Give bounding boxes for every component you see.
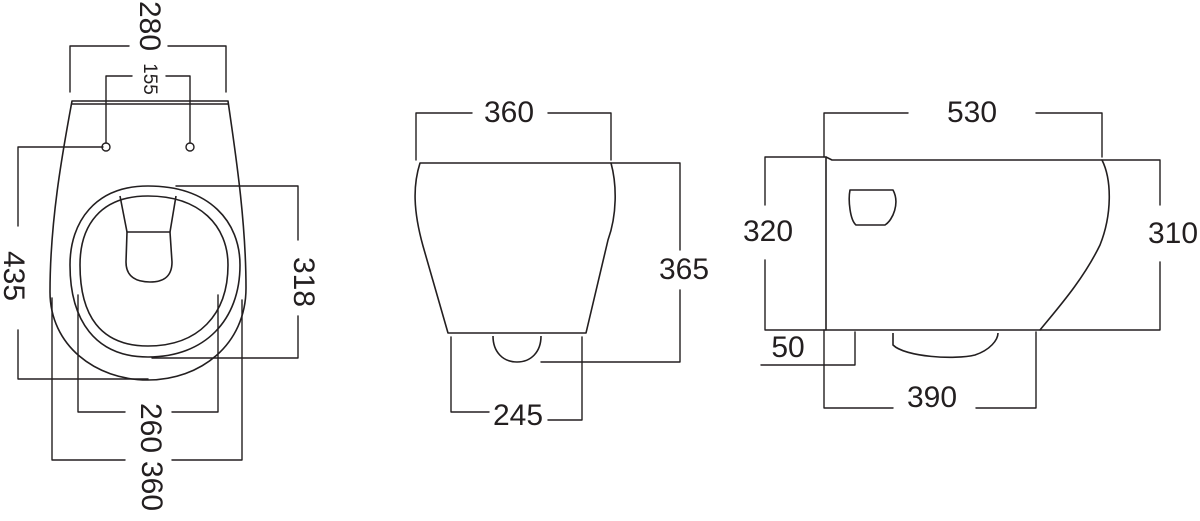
top-view-outline (49, 100, 247, 381)
dim-390-line-right (975, 331, 1037, 409)
dim-360-front-line-left (415, 112, 473, 161)
dim-318-label: 318 (287, 257, 320, 307)
side-view-outlet (892, 332, 999, 359)
dim-50-label: 50 (771, 331, 804, 364)
dim-155-line-right (165, 75, 191, 144)
dim-530-label: 530 (947, 96, 997, 129)
side-view-flush-slot (848, 189, 897, 226)
dim-155-label: 155 (139, 63, 160, 95)
dim-318-line-top (175, 185, 299, 241)
dim-280-label: 280 (133, 1, 166, 51)
dim-365-label: 365 (659, 253, 709, 286)
dim-320-line-bottom (764, 259, 827, 331)
dim-360-top-line-left (51, 297, 126, 461)
dim-245-line-right (547, 336, 583, 421)
dim-390-line-left (823, 329, 894, 409)
dim-320-line-top (764, 156, 827, 206)
dim-530-line-right (1035, 112, 1103, 158)
front-view-outline (414, 162, 616, 334)
dim-318-line-bottom (151, 315, 299, 359)
dim-310-label: 310 (1148, 217, 1198, 250)
dim-435-line-top (17, 146, 104, 227)
front-view: 360 365 245 (414, 96, 709, 432)
dim-310-line-top (1101, 159, 1161, 206)
front-view-outlet (492, 335, 542, 363)
dim-435-label: 435 (0, 251, 30, 301)
top-view-seat-inner (79, 195, 229, 347)
dim-360-front-label: 360 (484, 96, 534, 129)
dim-360-top-line-right (171, 299, 243, 461)
fixing-hole-right (185, 142, 195, 152)
dim-365-line-top (610, 162, 681, 251)
dim-365-line-bottom (540, 289, 681, 363)
top-view: 280 155 435 318 260 360 (0, 1, 320, 511)
dim-155-line-left (105, 75, 133, 144)
dim-530-line-left (823, 112, 909, 158)
dim-435-line-bottom (17, 329, 149, 380)
dim-260-line-right (171, 294, 219, 413)
dim-50-line (760, 331, 856, 366)
dim-260-label: 260 (134, 403, 167, 453)
dim-260-line-left (77, 294, 126, 413)
dim-360-front-line-right (547, 112, 612, 161)
top-view-seat-outer (69, 185, 241, 358)
side-view: 530 320 310 50 390 (743, 96, 1198, 414)
dim-280-line-right (167, 45, 227, 93)
dim-245-line-left (450, 336, 490, 413)
dim-390-label: 390 (907, 381, 957, 414)
dim-360-top-label: 360 (135, 461, 168, 511)
top-view-bowl-opening (119, 195, 177, 283)
dim-280-line-left (69, 45, 130, 93)
dim-245-label: 245 (493, 399, 543, 432)
dim-310-line-bottom (1039, 261, 1161, 331)
side-view-outline (825, 156, 1111, 331)
dim-320-label: 320 (743, 215, 793, 248)
